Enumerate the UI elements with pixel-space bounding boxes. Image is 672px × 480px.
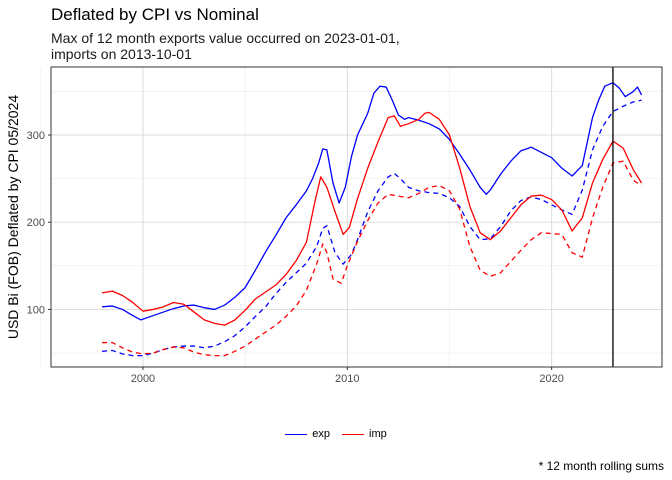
axes: 2000 2010 2020 100 200 300 xyxy=(27,130,564,385)
legend-item-exp: exp xyxy=(285,428,330,440)
y-tick-label: 200 xyxy=(27,217,45,229)
chart-caption: * 12 month rolling sums xyxy=(538,459,664,473)
chart-title: Deflated by CPI vs Nominal xyxy=(51,5,259,24)
x-tick-label: 2020 xyxy=(539,373,563,385)
series-line-exp xyxy=(102,82,643,321)
subtitle-line-2: imports on 2013-10-01 xyxy=(51,46,192,62)
x-tick-label: 2000 xyxy=(131,373,155,385)
line-chart: 2000 2010 2020 100 200 300 USD Bi (FOB) Defla… xyxy=(5,66,663,385)
series-line-imp_nominal xyxy=(102,160,642,357)
x-tick-label: 2010 xyxy=(335,373,359,385)
y-tick-label: 100 xyxy=(27,304,45,316)
series-line-imp xyxy=(101,111,643,326)
grid-lines xyxy=(40,67,662,367)
legend-label-exp: exp xyxy=(312,428,330,440)
y-tick-label: 300 xyxy=(27,130,45,142)
y-axis-label: USD Bi (FOB) Deflated by CPI 05/2024 xyxy=(5,95,21,340)
chart-subtitle: Max of 12 month exports value occurred o… xyxy=(51,30,611,62)
legend-key-imp xyxy=(342,433,364,435)
legend-label-imp: imp xyxy=(369,428,387,440)
legend: exp imp xyxy=(0,428,672,440)
series-lines xyxy=(101,82,643,357)
legend-key-exp xyxy=(285,433,308,435)
plot-panel-border xyxy=(50,66,663,368)
subtitle-line-1: Max of 12 month exports value occurred o… xyxy=(51,30,400,46)
series-line-exp_nominal xyxy=(102,99,642,357)
legend-item-imp: imp xyxy=(342,428,387,440)
